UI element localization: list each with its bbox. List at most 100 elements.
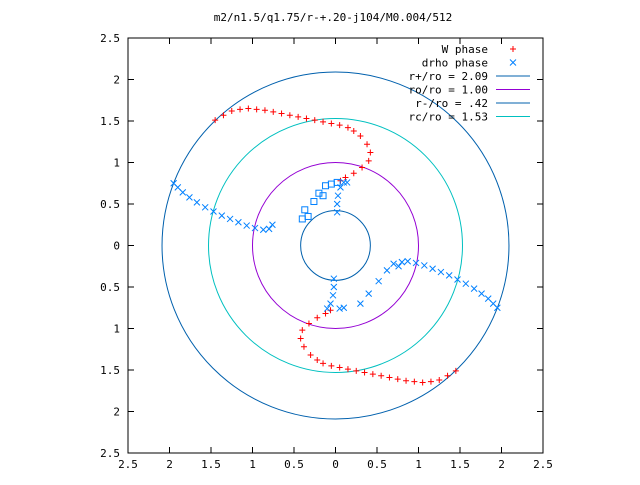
point-s1-38 xyxy=(329,291,337,299)
x-tick-label-0: 2.5 xyxy=(118,458,138,471)
point-s0-7 xyxy=(270,108,277,115)
point-s1-47 xyxy=(390,260,397,268)
point-s1-40 xyxy=(323,305,331,312)
point-s0-33 xyxy=(394,376,401,383)
point-s0-29 xyxy=(427,378,434,385)
point-s1-44 xyxy=(365,290,373,297)
point-s1-20 xyxy=(462,280,470,288)
point-s2-3 xyxy=(310,198,318,206)
x-tick-label-10: 2.5 xyxy=(533,458,553,471)
point-s0-37 xyxy=(361,369,368,376)
point-s0-31 xyxy=(411,378,418,385)
point-s0-5 xyxy=(253,106,260,113)
point-s1-31 xyxy=(333,200,341,208)
point-s1-42 xyxy=(340,304,348,312)
point-s0-22 xyxy=(359,164,366,171)
point-s0-9 xyxy=(286,112,293,119)
point-s1-14 xyxy=(269,221,276,229)
point-s0-36 xyxy=(369,371,376,378)
point-s0-4 xyxy=(245,105,252,112)
point-s1-43 xyxy=(357,300,364,307)
y-tick-label-8: 1.5 xyxy=(100,115,120,128)
point-s1-8 xyxy=(226,215,234,223)
point-s1-34 xyxy=(340,179,348,186)
y-tick-label-0: 2.5 xyxy=(100,447,120,460)
point-s1-21 xyxy=(454,276,461,283)
point-s0-0 xyxy=(212,117,219,124)
y-tick-label-1: 2 xyxy=(113,406,120,419)
x-tick-label-8: 1.5 xyxy=(450,458,470,471)
point-s0-48 xyxy=(305,320,312,327)
point-s2-4 xyxy=(315,189,323,197)
y-tick-label-9: 2 xyxy=(113,74,120,87)
point-s0-39 xyxy=(344,366,351,373)
point-s1-4 xyxy=(193,198,201,206)
point-s0-28 xyxy=(436,376,443,383)
point-s0-11 xyxy=(303,115,310,122)
y-axis: 2.5 2 1.5 1 0.5 0 0.5 1 1.5 2 2.5 xyxy=(100,32,543,460)
x-tick-label-9: 2 xyxy=(498,458,505,471)
point-s2-8 xyxy=(333,178,341,186)
point-s1-12 xyxy=(259,226,267,234)
point-s1-17 xyxy=(484,295,492,302)
point-s1-22 xyxy=(445,272,453,279)
legend-label-3: ro/ro = 1.00 xyxy=(409,84,488,97)
y-tick-label-6: 0.5 xyxy=(100,198,120,211)
x-axis: 2.5 2 1.5 1 0.5 0 0.5 1 1.5 2 2.5 xyxy=(118,38,553,471)
point-s2-1 xyxy=(304,212,312,220)
legend-label-0: W phase xyxy=(442,43,488,56)
point-s1-29 xyxy=(395,262,402,270)
point-s1-19 xyxy=(470,285,478,293)
point-s0-44 xyxy=(307,352,314,359)
point-s1-5 xyxy=(201,203,209,211)
point-s1-7 xyxy=(218,212,226,219)
y-tick-label-10: 2.5 xyxy=(100,32,120,45)
point-s2-7 xyxy=(327,180,335,188)
point-s0-35 xyxy=(378,372,385,379)
point-s0-13 xyxy=(320,118,327,125)
point-s1-45 xyxy=(375,277,383,285)
point-s0-42 xyxy=(320,360,327,367)
circle-layer xyxy=(161,71,510,420)
x-tick-label-5: 0 xyxy=(332,458,339,471)
point-s0-40 xyxy=(336,364,343,371)
y-tick-label-3: 1 xyxy=(113,323,120,336)
x-tick-label-2: 1.5 xyxy=(201,458,221,471)
point-s1-25 xyxy=(420,262,428,269)
point-s0-18 xyxy=(357,132,364,139)
legend-label-2: r+/ro = 2.09 xyxy=(409,70,488,83)
point-s0-14 xyxy=(328,120,335,127)
marker-layer xyxy=(170,105,501,386)
point-s0-20 xyxy=(367,149,374,156)
point-s0-12 xyxy=(311,117,318,124)
point-s0-46 xyxy=(297,335,304,342)
point-s1-32 xyxy=(334,192,342,200)
point-s1-37 xyxy=(330,283,338,291)
x-tick-label-3: 1 xyxy=(249,458,256,471)
point-s1-24 xyxy=(429,265,436,273)
point-s0-32 xyxy=(403,377,410,384)
y-tick-label-7: 1 xyxy=(113,157,120,170)
point-s0-6 xyxy=(261,107,268,114)
circle-6 xyxy=(208,118,463,373)
point-s1-46 xyxy=(383,267,391,274)
point-s1-23 xyxy=(437,268,445,276)
point-s0-16 xyxy=(344,124,351,131)
x-tick-label-1: 2 xyxy=(166,458,173,471)
x-tick-label-6: 0.5 xyxy=(367,458,387,471)
point-s0-10 xyxy=(295,113,302,120)
point-s0-1 xyxy=(220,112,227,119)
legend-label-4: r-/ro = .42 xyxy=(415,97,488,110)
legend-marker-0 xyxy=(510,46,516,52)
circle-3 xyxy=(161,71,510,420)
point-s0-50 xyxy=(322,310,329,317)
y-tick-label-5: 0 xyxy=(113,240,120,253)
point-s1-6 xyxy=(210,208,217,215)
point-s0-47 xyxy=(299,327,306,334)
point-s0-24 xyxy=(342,174,349,181)
point-s0-17 xyxy=(350,127,357,134)
point-s0-30 xyxy=(419,379,426,386)
point-s0-3 xyxy=(237,106,244,113)
